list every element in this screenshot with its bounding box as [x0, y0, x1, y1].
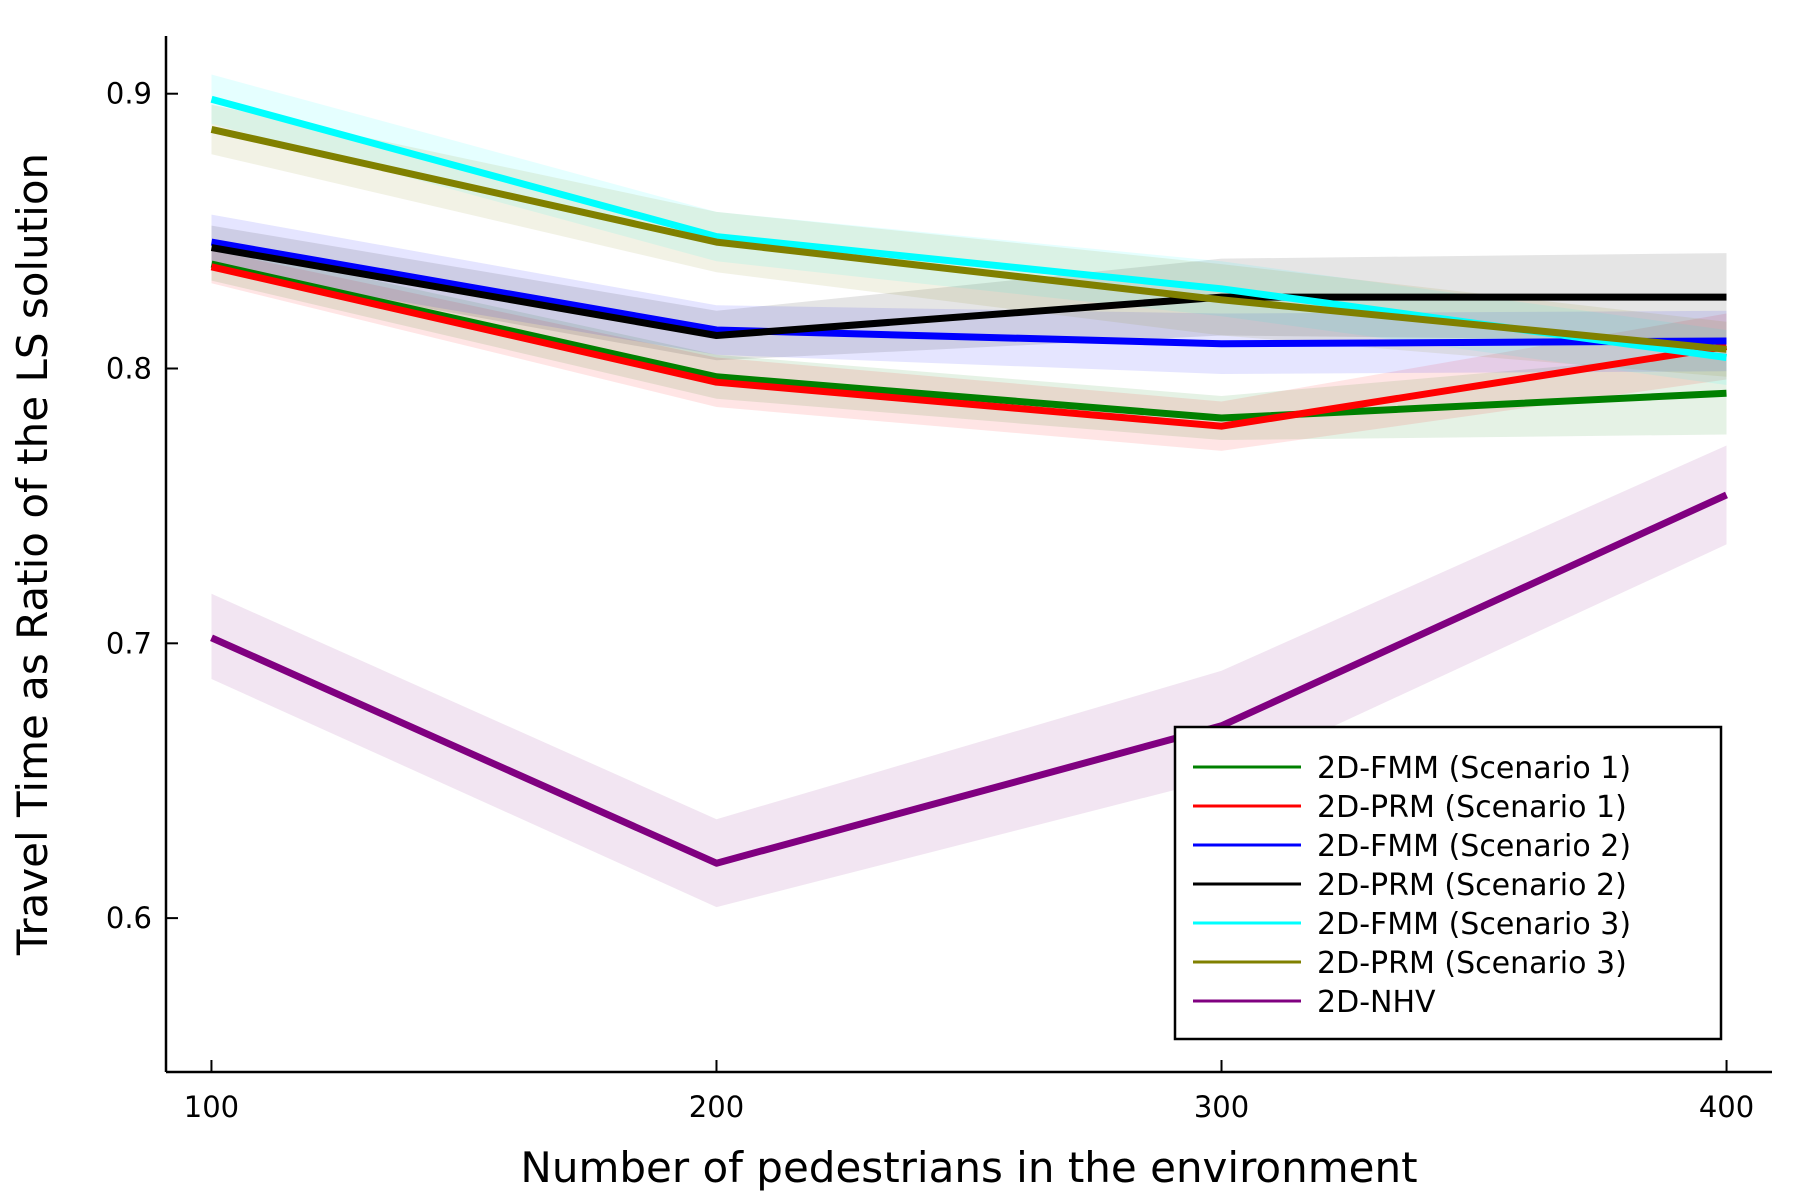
series-line-3: [210, 238, 1727, 348]
x-axis-title: Number of pedestrians in the environment: [520, 1143, 1417, 1192]
y-axis-title: Travel Time as Ratio of the LS solution: [8, 153, 57, 956]
legend-label: 2D-NHV: [1317, 985, 1436, 1020]
x-tick-label: 400: [1699, 1090, 1754, 1124]
confidence-band-7: [211, 445, 1727, 908]
confidence-band-4: [211, 225, 1727, 361]
tick-labels: 100 200 300 400 0.6 0.7 0.8 0.9: [106, 77, 1754, 1124]
legend: 2D-FMM (Scenario 1) 2D-PRM (Scenario 1) 2D…: [1173, 725, 1723, 1041]
series-lines: [210, 95, 1728, 867]
x-tick-label: 300: [1194, 1090, 1249, 1124]
confidence-band-2: [211, 250, 1727, 451]
legend-label: 2D-PRM (Scenario 1): [1317, 790, 1627, 825]
confidence-band-1: [211, 244, 1727, 440]
axes: [164, 36, 1772, 1074]
legend-label: 2D-FMM (Scenario 1): [1317, 751, 1631, 786]
legend-label: 2D-PRM (Scenario 2): [1317, 868, 1627, 903]
confidence-band-3: [211, 214, 1727, 374]
y-tick-label: 0.9: [106, 77, 152, 111]
series-line-4: [210, 244, 1727, 339]
y-tick-label: 0.6: [106, 901, 152, 935]
series-line-7: [210, 491, 1728, 867]
x-tick-label: 100: [184, 1090, 239, 1124]
x-tick-label: 200: [689, 1090, 744, 1124]
legend-label: 2D-PRM (Scenario 3): [1317, 946, 1627, 981]
series-line-1: [210, 260, 1727, 422]
series-line-2: [210, 263, 1728, 430]
y-tick-label: 0.7: [106, 626, 152, 660]
legend-label: 2D-FMM (Scenario 3): [1317, 907, 1631, 942]
legend-label: 2D-FMM (Scenario 2): [1317, 829, 1631, 864]
y-tick-label: 0.8: [106, 352, 152, 386]
series-line-6: [210, 125, 1727, 353]
